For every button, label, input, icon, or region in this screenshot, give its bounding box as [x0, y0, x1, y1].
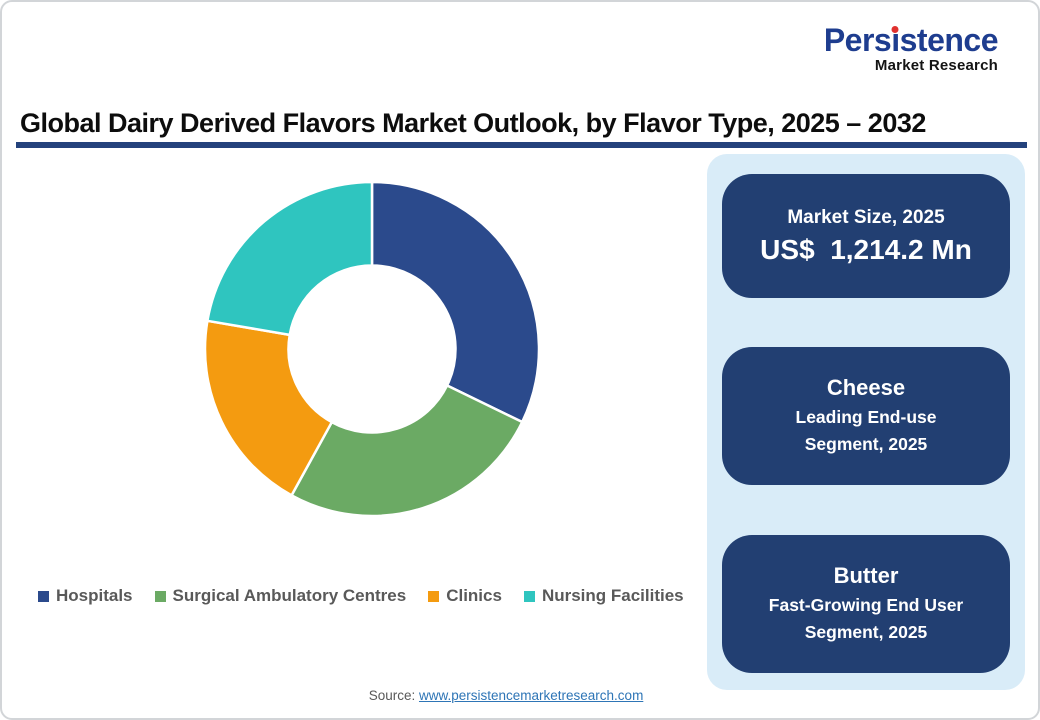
donut-slice-clinics	[203, 319, 334, 497]
legend-label: Clinics	[446, 586, 502, 605]
leading-segment-name: Cheese	[826, 375, 906, 401]
legend-swatch	[428, 590, 440, 602]
legend-item-hospitals: Hospitals	[38, 586, 133, 606]
source-line: Source: www.persistencemarketresearch.co…	[2, 688, 1010, 703]
logo-red-dot	[891, 26, 899, 33]
stat-box-fast-growing-segment: Butter Fast-Growing End User Segment, 20…	[722, 535, 1010, 673]
donut-slice-nursing-facilities	[206, 180, 374, 337]
fast-growing-segment-name: Butter	[833, 563, 899, 589]
market-size-value: US$ 1,214.2 Mn	[760, 233, 972, 265]
legend-item-surgical-ambulatory-centres: Surgical Ambulatory Centres	[154, 586, 407, 606]
stat-box-leading-segment: Cheese Leading End-use Segment, 2025	[722, 347, 1010, 485]
legend-swatch	[523, 590, 535, 602]
legend-label: Hospitals	[56, 586, 133, 605]
stat-box-market-size: Market Size, 2025 US$ 1,214.2 Mn	[722, 174, 1010, 298]
legend-label: Surgical Ambulatory Centres	[172, 586, 407, 605]
fast-growing-segment-line2: Segment, 2025	[804, 621, 928, 642]
title-underline	[16, 142, 1027, 148]
legend-swatch	[38, 590, 49, 602]
info-panel: Market Size, 2025 US$ 1,214.2 Mn Cheese …	[707, 154, 1025, 690]
logo-subtitle: Market Research	[874, 57, 998, 74]
legend-item-nursing-facilities: Nursing Facilities	[523, 586, 684, 606]
leading-segment-line1: Leading End-use	[795, 407, 937, 428]
logo: Persı stence Market Research	[823, 22, 999, 74]
page-title: Global Dairy Derived Flavors Market Outl…	[20, 108, 926, 138]
fast-growing-segment-line1: Fast-Growing End User	[768, 595, 964, 616]
leading-segment-line2: Segment, 2025	[804, 433, 928, 454]
legend-item-clinics: Clinics	[428, 586, 502, 606]
donut-slice-surgical-ambulatory-centres	[290, 384, 524, 518]
source-link[interactable]: www.persistencemarketresearch.com	[418, 688, 644, 703]
donut-slice-hospitals	[370, 180, 541, 424]
market-size-label: Market Size, 2025	[787, 206, 945, 228]
donut-chart	[203, 180, 541, 518]
source-label: Source:	[368, 688, 416, 703]
chart-legend: Hospitals Surgical Ambulatory Centres Clin…	[38, 586, 684, 606]
legend-swatch	[154, 590, 166, 602]
legend-label: Nursing Facilities	[541, 586, 684, 605]
logo-brand-text: Persı stence	[823, 22, 999, 58]
